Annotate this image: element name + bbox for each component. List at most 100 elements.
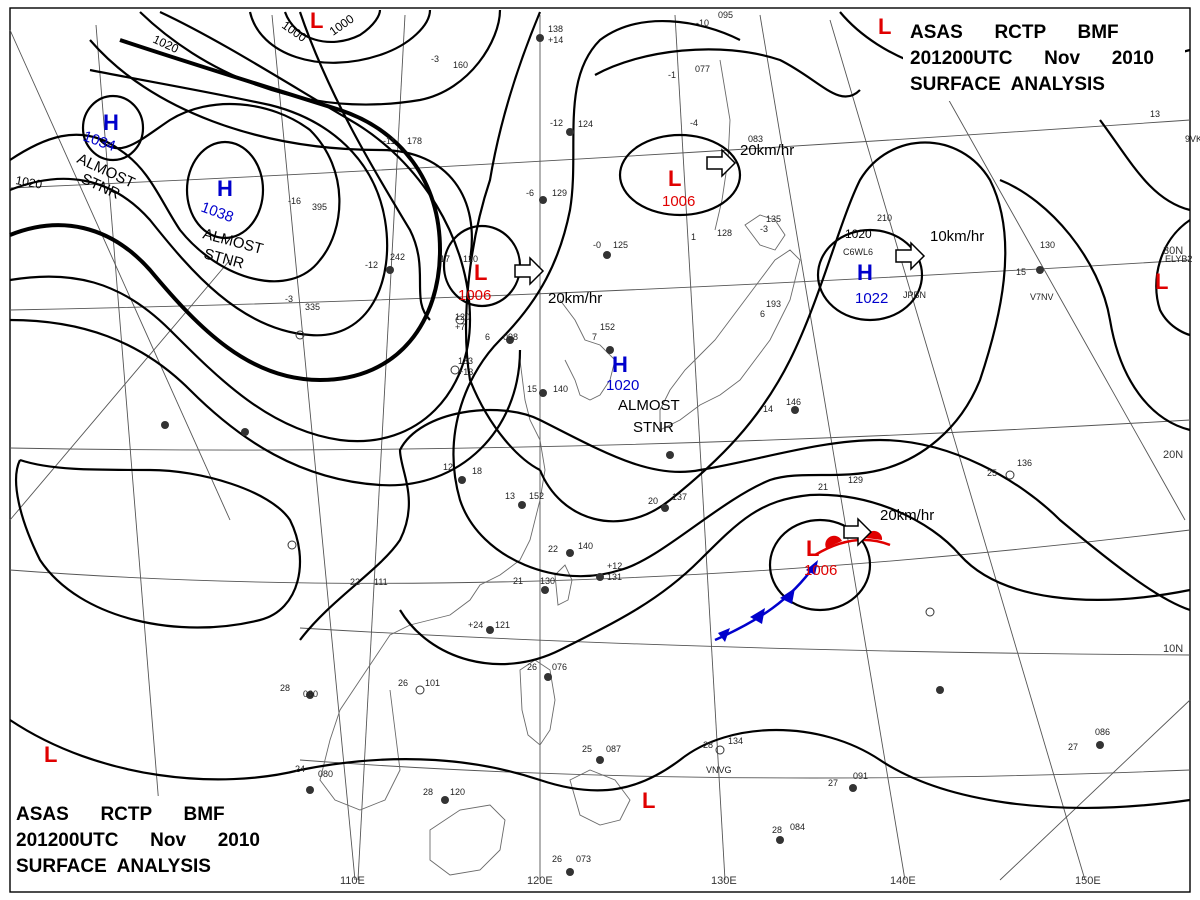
isobar (452, 19, 1007, 578)
station-temp: -0 (593, 240, 601, 250)
movement-speed: 20km/hr (548, 290, 602, 307)
isobar (999, 178, 1191, 432)
station-temp: 21 (818, 482, 828, 492)
station-dot (1005, 470, 1015, 480)
pressure-value: 1006 (662, 193, 695, 210)
parallel-line (9, 259, 1191, 311)
station-dot (539, 389, 547, 397)
station-dot (486, 626, 494, 634)
station-tendency: +14 (548, 35, 563, 45)
station-dot (386, 266, 394, 274)
cold-front-triangle (780, 588, 795, 604)
station-temp: 28 (772, 825, 782, 835)
low-pressure-center: L (310, 8, 323, 33)
station-temp: -1 (668, 70, 676, 80)
station-dot (566, 128, 574, 136)
latitude-label: 20N (1163, 449, 1183, 461)
parallel-line (299, 759, 1191, 779)
station-pressure: 136 (1017, 458, 1032, 468)
station-pressure: 335 (305, 302, 320, 312)
parallel-line (299, 627, 1191, 656)
station-dot (161, 421, 169, 429)
isobar (298, 11, 431, 321)
station-pressure: 101 (425, 678, 440, 688)
station-pressure: 087 (606, 744, 621, 754)
isobar (9, 68, 389, 337)
header-backdrop (903, 13, 1185, 101)
meridian-line (271, 14, 356, 881)
meridian-line (914, 39, 1186, 521)
isobar (248, 9, 432, 64)
station-dot (715, 745, 725, 755)
station-temp: 6 (760, 309, 765, 319)
station-dot (441, 796, 449, 804)
header-line: 201200UTC Nov 2010 (910, 48, 1154, 69)
station-temp: 6 (485, 332, 490, 342)
coastline-indochina (319, 649, 401, 811)
movement-arrow-icon (706, 148, 737, 178)
station-tendency: +12 (607, 561, 622, 571)
parallel-line (9, 29, 231, 521)
station-temp: 14 (763, 404, 773, 414)
station-temp: 21 (513, 576, 523, 586)
station-dot (849, 784, 857, 792)
ship-callsign: V7NV (1030, 292, 1054, 302)
station-pressure: 086 (1095, 727, 1110, 737)
station-dot (544, 673, 552, 681)
isobar (9, 719, 1191, 809)
isobar (299, 408, 1191, 641)
high-pressure-center: H (103, 110, 119, 135)
station-pressure: 178 (407, 136, 422, 146)
low-pressure-center: L (474, 260, 487, 285)
station-dot (596, 573, 604, 581)
station-temp: -10 (696, 18, 709, 28)
station-dot (450, 365, 460, 375)
station-dot (306, 786, 314, 794)
station-dot (1096, 741, 1104, 749)
station-temp: 26 (552, 854, 562, 864)
station-pressure: 138 (548, 24, 563, 34)
low-pressure-center: L (668, 166, 681, 191)
isobar (1155, 219, 1191, 337)
isobar (14, 458, 302, 629)
speed-labels: 20km/hr 20km/hr 10km/hr 20km/hr (548, 142, 984, 524)
station-temp: 25 (582, 744, 592, 754)
header-line: SURFACE ANALYSIS (16, 856, 211, 877)
header-line: SURFACE ANALYSIS (910, 74, 1105, 95)
header-line: ASAS RCTP BMF (16, 804, 225, 825)
isobar (9, 102, 341, 283)
parallel-line (9, 119, 1191, 189)
longitude-label: 110E (340, 875, 365, 887)
station-temp: 28 (280, 683, 290, 693)
station-pressure: 111 (374, 577, 388, 587)
parallel-line (9, 529, 1191, 584)
station-pressure: 084 (790, 822, 805, 832)
low-pressure-center: L (44, 742, 57, 767)
station-temp: 20 (648, 496, 658, 506)
coastline-hokkaido (744, 214, 786, 251)
station-pressure: 125 (613, 240, 628, 250)
station-dot (666, 451, 674, 459)
isobar (139, 9, 502, 106)
warm-front-semicircle (825, 535, 842, 548)
pressure-value: 1006 (804, 562, 837, 579)
station-tendency: +13 (458, 367, 473, 377)
pressure-value: 1020 (606, 377, 639, 394)
station-pressure: 131 (607, 572, 622, 582)
warm-front (814, 538, 891, 557)
station-temp: -6 (526, 188, 534, 198)
station-dot (776, 836, 784, 844)
station-pressure: 080 (318, 769, 333, 779)
isobar (283, 9, 382, 44)
station-pressure: 120 (463, 254, 478, 264)
station-temp: 27 (1068, 742, 1078, 752)
station-temp: 13 (1150, 109, 1160, 119)
station-temp: 28 (423, 787, 433, 797)
movement-speed: 10km/hr (930, 228, 984, 245)
longitude-label: 140E (890, 875, 916, 887)
station-dot (603, 251, 611, 259)
map-frame (9, 7, 1191, 893)
latitude-label: 30N (1163, 245, 1183, 257)
high-pressure-center: H (612, 352, 628, 377)
